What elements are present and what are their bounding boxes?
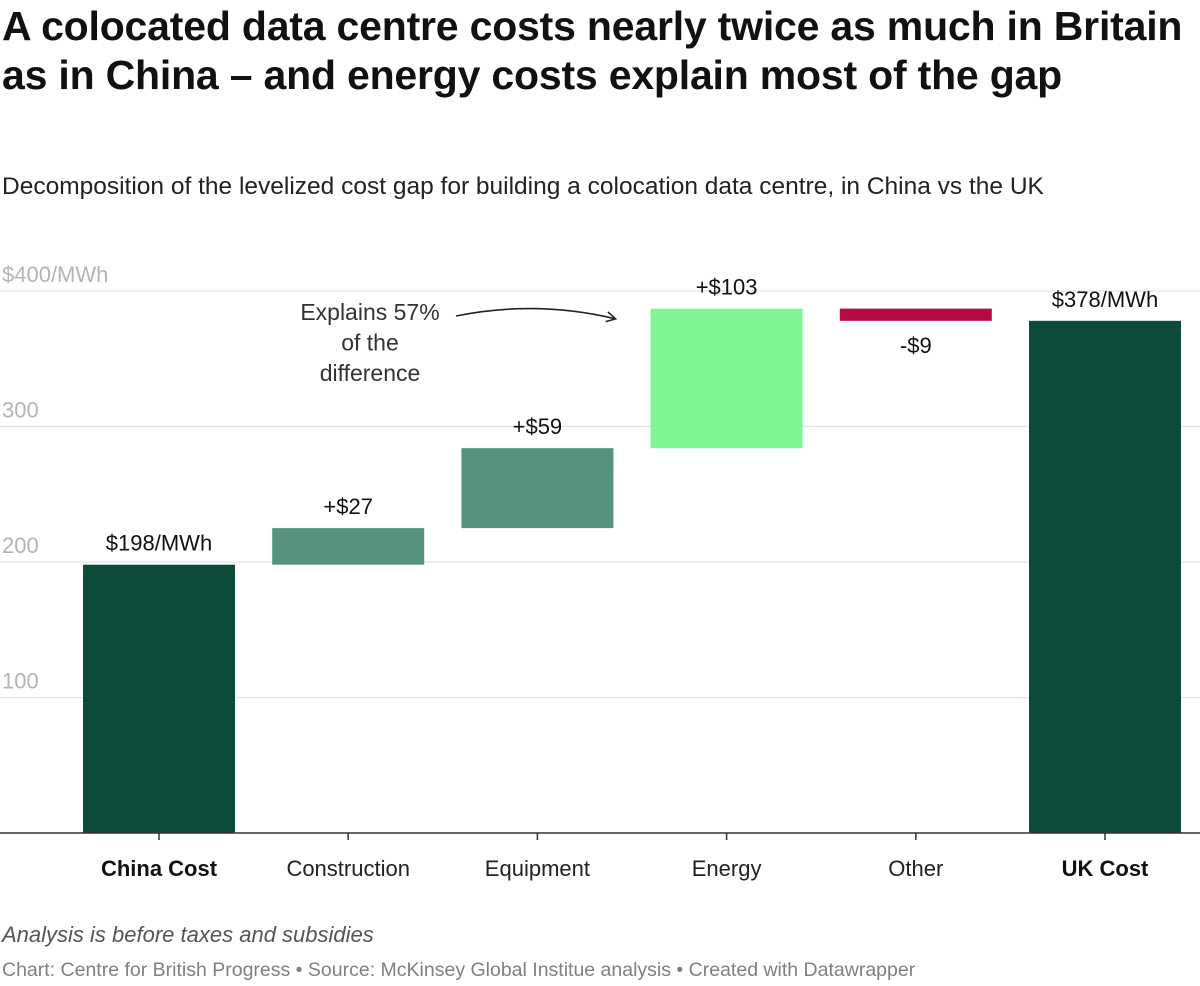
- gridlines: 100 200 300 $400/MWh: [0, 262, 1200, 699]
- category-label-other: Other: [888, 856, 943, 881]
- bar-construction: [272, 528, 425, 565]
- y-tick-label-400: $400/MWh: [2, 262, 108, 287]
- chart-title: A colocated data centre costs nearly twi…: [2, 3, 1183, 98]
- value-label-other: -$9: [900, 333, 932, 358]
- annotation: Explains 57% of the difference: [300, 299, 618, 386]
- value-label-construction: +$27: [323, 494, 373, 519]
- bar-other: [839, 308, 992, 321]
- category-label-energy: Energy: [692, 856, 762, 881]
- category-labels: China Cost Construction Equipment Energy Oth…: [101, 856, 1149, 881]
- category-label-equipment: Equipment: [485, 856, 590, 881]
- y-tick-label-300: 300: [2, 398, 39, 423]
- bar-uk-cost: [1029, 320, 1181, 833]
- value-label-uk-cost: $378/MWh: [1052, 287, 1158, 312]
- category-label-china-cost: China Cost: [101, 856, 218, 881]
- value-label-equipment: +$59: [513, 414, 563, 439]
- annotation-text-line-3: difference: [320, 360, 421, 386]
- chart-subtitle: Decomposition of the levelized cost gap …: [2, 173, 1044, 200]
- x-axis-ticks: [158, 833, 1106, 840]
- value-label-china-cost: $198/MWh: [106, 531, 212, 556]
- value-label-energy: +$103: [696, 275, 758, 300]
- y-tick-label-200: 200: [2, 533, 39, 558]
- annotation-text-line-2: of the: [341, 330, 399, 356]
- chart-footer: Chart: Centre for British Progress • Sou…: [2, 959, 916, 981]
- bar-energy: [650, 308, 803, 449]
- annotation-arrow: [455, 307, 618, 323]
- category-label-construction: Construction: [286, 856, 410, 881]
- annotation-text-line-1: Explains 57%: [300, 299, 439, 325]
- y-tick-label-100: 100: [2, 669, 39, 694]
- chart-notes: Analysis is before taxes and subsidies: [2, 922, 374, 947]
- bars: [83, 308, 1181, 833]
- bar-china-cost: [83, 564, 235, 833]
- category-label-uk-cost: UK Cost: [1062, 856, 1149, 881]
- value-labels: $198/MWh +$27 +$59 +$103 -$9 $378/MWh: [106, 275, 1158, 556]
- bar-equipment: [461, 448, 614, 529]
